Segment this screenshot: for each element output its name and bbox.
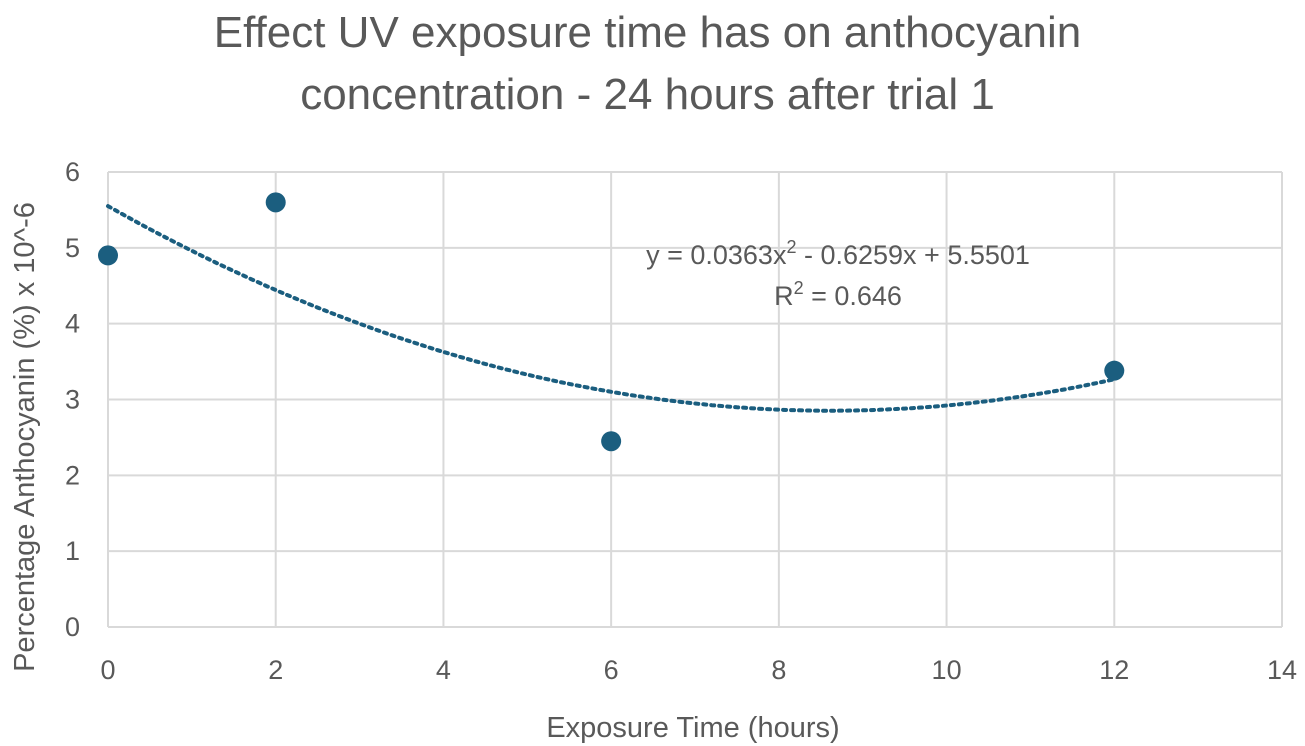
- x-tick-label: 0: [100, 655, 115, 685]
- y-tick-label: 4: [65, 309, 80, 339]
- x-tick-label: 14: [1267, 655, 1297, 685]
- data-point: [98, 245, 118, 266]
- gridlines: [107, 171, 1283, 628]
- x-tick-label: 6: [604, 655, 619, 685]
- trendline-r-squared: R2 = 0.646: [774, 278, 902, 311]
- x-tick-label: 10: [932, 655, 962, 685]
- y-tick-label: 2: [65, 460, 80, 490]
- y-tick-label: 0: [65, 612, 80, 642]
- x-tick-label: 12: [1099, 655, 1129, 685]
- data-point: [1104, 360, 1125, 381]
- y-tick-label: 5: [65, 233, 80, 263]
- x-axis-title: Exposure Time (hours): [546, 712, 839, 744]
- data-point: [601, 431, 622, 452]
- x-tick-label: 4: [436, 655, 451, 685]
- trendline-equation: y = 0.0363x2 - 0.6259x + 5.5501: [646, 237, 1030, 270]
- chart-title-line-2: concentration - 24 hours after trial 1: [300, 70, 995, 119]
- y-tick-label: 3: [65, 385, 80, 415]
- y-axis-title: Percentage Anthocyanin (%) x 10^-6: [9, 202, 41, 672]
- chart-title-line-1: Effect UV exposure time has on anthocyan…: [213, 8, 1082, 57]
- y-tick-label: 1: [65, 536, 80, 566]
- y-tick-label: 6: [65, 157, 80, 187]
- data-points: [98, 192, 1125, 452]
- data-point: [265, 192, 286, 213]
- chart-title: Effect UV exposure time has on anthocyan…: [0, 2, 1295, 126]
- polynomial-trendline: [106, 204, 1117, 413]
- trendline-layer: [106, 204, 1117, 413]
- x-tick-label: 8: [771, 655, 786, 685]
- x-tick-label: 2: [268, 655, 283, 685]
